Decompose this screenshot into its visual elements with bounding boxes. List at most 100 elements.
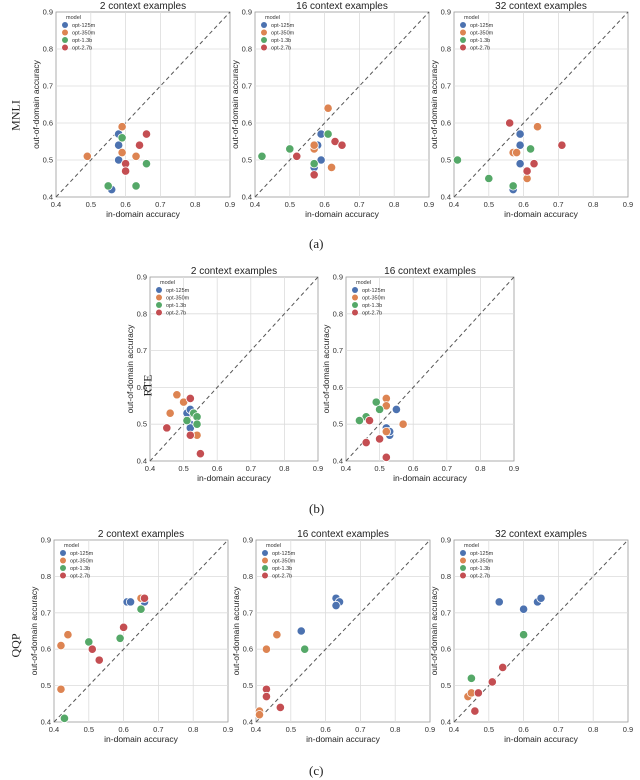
y-tick-label: 0.4 [441,193,451,202]
y-tick-label: 0.8 [41,572,51,581]
legend-label-opt-2.7b: opt-2.7b [470,46,490,52]
y-tick-label: 0.6 [243,645,253,654]
data-point-opt-350m [272,630,282,640]
legend-marker-opt-1.3b [60,565,66,571]
data-point-opt-1.3b [136,604,146,614]
y-tick-label: 0.5 [243,681,253,690]
legend-marker-opt-125m [460,550,466,556]
y-tick-label: 0.5 [441,681,451,690]
data-point-opt-350m [56,640,66,651]
chart-title: 2 context examples [98,529,184,540]
data-point-opt-350m [323,103,333,113]
data-point-opt-2.7b [119,622,129,632]
chart-title: 16 context examples [296,1,388,12]
x-tick-label: 0.6 [212,464,222,473]
chart-mnli-32: 0.40.4 0.5 0.5 0.6 0.6 0.7 0.7 0.8 0.8 0.9 0.9 32 c… [429,1,633,219]
legend-title: model [64,543,79,549]
x-axis-label: in-domain accuracy [504,209,578,219]
legend-marker-opt-2.7b [60,572,66,579]
data-point-opt-2.7b [195,449,205,459]
legend-title: model [464,15,479,21]
x-axis-label: in-domain accuracy [104,734,178,744]
legend-label-opt-2.7b: opt-2.7b [272,574,292,580]
x-axis-label: in-domain accuracy [504,734,578,744]
data-point-opt-1.3b [300,644,310,654]
data-point-opt-2.7b [361,437,371,448]
data-point-opt-2.7b [473,688,483,698]
y-tick-label: 0.5 [41,681,51,690]
x-tick-label: 0.8 [588,725,598,734]
y-tick-label: 0.6 [441,645,451,654]
legend-label-opt-350m: opt-350m [470,31,494,37]
y-tick-label: 0.6 [41,645,51,654]
y-axis-label: out-of-domain accuracy [230,59,240,149]
chart-title: 32 context examples [495,1,587,12]
legend-label-opt-125m: opt-125m [166,288,190,294]
data-point-opt-125m [494,597,504,607]
data-point-opt-350m [512,148,522,158]
chart-title: 16 context examples [384,266,476,277]
caption-c: (c) [309,763,324,778]
data-point-opt-2.7b [330,136,340,147]
y-tick-label: 0.7 [441,608,451,617]
data-point-opt-2.7b [498,662,508,673]
data-point-opt-2.7b [292,151,302,161]
data-point-opt-125m [391,404,401,415]
data-point-opt-1.3b [59,713,70,723]
x-tick-label: 0.8 [389,200,399,209]
legend-marker-opt-2.7b [262,572,268,579]
chart-title: 16 context examples [297,529,389,540]
data-point-opt-2.7b [374,434,385,444]
data-point-opt-1.3b [182,415,192,426]
chart-rte-16: 0.40.4 0.5 0.5 0.6 0.6 0.7 0.7 0.8 0.8 0.9 0.9 16 c… [321,266,519,483]
y-tick-label: 0.6 [333,383,343,392]
diagonal-reference-line [453,11,629,198]
legend-marker-opt-350m [60,557,66,564]
legend-label-opt-2.7b: opt-2.7b [271,46,291,52]
legend-label-opt-125m: opt-125m [70,551,94,557]
chart-title: 2 context examples [100,1,186,12]
y-axis-label: out-of-domain accuracy [31,59,41,149]
data-point-opt-2.7b [364,415,375,426]
x-tick-label: 0.5 [484,725,494,734]
x-tick-label: 0.4 [49,725,59,734]
data-point-opt-350m [56,684,66,694]
y-tick-label: 0.9 [243,536,253,545]
x-axis-label: in-domain accuracy [306,734,380,744]
y-tick-label: 0.5 [441,156,451,165]
data-point-opt-1.3b [115,633,125,643]
legend-label-opt-1.3b: opt-1.3b [72,38,92,44]
data-point-opt-125m [518,604,529,614]
y-tick-label: 0.6 [441,119,451,128]
legend-title: model [356,280,371,286]
data-point-opt-350m [82,151,92,161]
x-tick-label: 0.9 [509,464,519,473]
data-point-opt-2.7b [275,702,285,713]
y-axis-label: out-of-domain accuracy [429,59,439,149]
data-point-opt-2.7b [522,166,532,176]
legend-title: model [265,15,280,21]
data-point-opt-350m [326,162,337,172]
chart-title: 32 context examples [495,529,587,540]
legend-label-opt-2.7b: opt-2.7b [166,311,186,317]
y-tick-label: 0.9 [441,8,451,17]
y-tick-label: 0.8 [441,45,451,54]
legend-marker-opt-1.3b [352,302,358,308]
data-point-opt-2.7b [141,129,152,139]
x-tick-label: 0.4 [341,464,351,473]
legend-label-opt-2.7b: opt-2.7b [72,46,92,52]
legend-label-opt-125m: opt-125m [271,23,295,29]
x-tick-label: 0.6 [118,725,128,734]
x-tick-label: 0.6 [408,464,418,473]
x-tick-label: 0.6 [518,725,528,734]
x-tick-label: 0.5 [84,725,94,734]
chart-title: 2 context examples [191,266,277,277]
legend-marker-opt-2.7b [62,44,68,51]
data-point-opt-125m [536,593,546,603]
x-tick-label: 0.5 [286,725,296,734]
